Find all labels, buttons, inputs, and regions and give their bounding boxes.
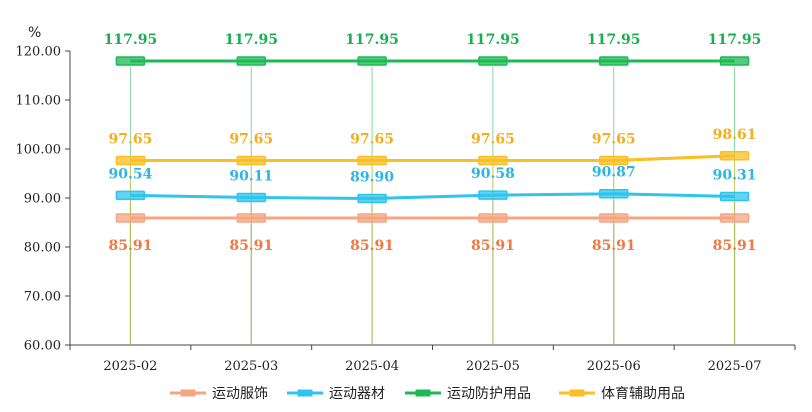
data-point-marker	[478, 56, 508, 66]
data-point-marker	[599, 155, 629, 166]
data-label: 85.91	[108, 238, 152, 254]
y-tick-label: 90.00	[24, 192, 61, 207]
legend-swatch-marker	[297, 389, 313, 397]
data-point-marker	[115, 56, 146, 66]
legend-label: 运动服饰	[212, 386, 268, 402]
data-label: 90.54	[108, 166, 152, 182]
y-unit-label: %	[28, 25, 41, 41]
data-label: 85.91	[229, 238, 273, 254]
legend-swatch-marker	[180, 389, 196, 397]
legend-swatch-marker	[569, 389, 585, 397]
data-label: 97.65	[592, 132, 636, 148]
y-tick-label: 80.00	[24, 241, 61, 256]
data-point-marker	[478, 190, 508, 200]
data-point-marker	[478, 155, 508, 166]
data-point-marker	[357, 213, 387, 223]
data-point-marker	[719, 191, 750, 202]
legend-label: 运动器材	[329, 386, 385, 402]
legend-label: 运动防护用品	[447, 386, 531, 402]
x-tick-label: 2025-04	[345, 359, 399, 374]
data-label: 85.91	[713, 238, 757, 254]
data-point-marker	[357, 193, 387, 204]
data-label: 97.65	[350, 132, 394, 148]
data-point-marker	[236, 213, 266, 223]
data-point-marker	[236, 56, 266, 66]
data-label: 90.58	[471, 166, 515, 182]
data-point-marker	[236, 155, 266, 166]
x-tick-label: 2025-07	[708, 359, 762, 374]
x-tick-label: 2025-03	[224, 359, 278, 374]
data-label: 85.91	[592, 238, 636, 254]
data-label: 90.31	[713, 167, 757, 183]
data-label: 98.61	[713, 127, 757, 143]
data-point-marker	[719, 151, 750, 161]
data-point-marker	[115, 155, 146, 166]
data-point-marker	[357, 56, 387, 66]
data-label: 117.95	[587, 32, 641, 48]
series-line	[130, 192, 735, 200]
data-point-marker	[719, 56, 750, 66]
data-point-marker	[599, 188, 629, 199]
x-tick-label: 2025-05	[466, 359, 520, 374]
data-point-marker	[115, 213, 146, 223]
data-label: 117.95	[224, 32, 278, 48]
data-label: 85.91	[471, 238, 515, 254]
series-line	[130, 154, 735, 163]
data-label: 85.91	[350, 238, 394, 254]
data-label: 117.95	[466, 32, 520, 48]
data-label: 89.90	[350, 169, 394, 185]
y-tick-label: 110.00	[16, 94, 62, 109]
data-label: 97.65	[229, 132, 273, 148]
data-point-marker	[599, 213, 629, 223]
drop-lines	[129, 67, 736, 344]
y-tick-label: 70.00	[24, 290, 61, 305]
data-point-marker	[719, 213, 750, 223]
y-tick-label: 120.00	[16, 45, 62, 60]
data-label: 117.95	[708, 32, 762, 48]
data-point-marker	[236, 192, 266, 203]
data-point-marker	[599, 56, 629, 66]
legend-swatch-marker	[415, 389, 431, 397]
data-point-marker	[115, 190, 146, 201]
data-labels: 85.91 85.91 85.91 85.91 85.91 85.91 90.54 90.11…	[104, 32, 762, 254]
legend-label: 体育辅助用品	[601, 386, 685, 402]
axes: 60.00 70.00 80.00 90.00 100.00 110.00 120.00 20…	[16, 45, 796, 374]
x-tick-label: 2025-06	[587, 359, 641, 374]
y-tick-label: 100.00	[16, 143, 62, 158]
data-label: 90.11	[229, 168, 273, 184]
data-label: 117.95	[345, 32, 399, 48]
data-label: 97.65	[471, 132, 515, 148]
series-lines	[115, 56, 750, 223]
data-point-marker	[357, 155, 387, 166]
data-label: 90.87	[592, 165, 636, 181]
data-label: 117.95	[104, 32, 158, 48]
data-label: 97.65	[108, 132, 152, 148]
y-tick-label: 60.00	[24, 339, 61, 354]
data-point-marker	[478, 213, 508, 223]
x-tick-label: 2025-02	[103, 359, 157, 374]
legend: 运动服饰 运动器材 运动防护用品 体育辅助用品	[170, 386, 685, 402]
